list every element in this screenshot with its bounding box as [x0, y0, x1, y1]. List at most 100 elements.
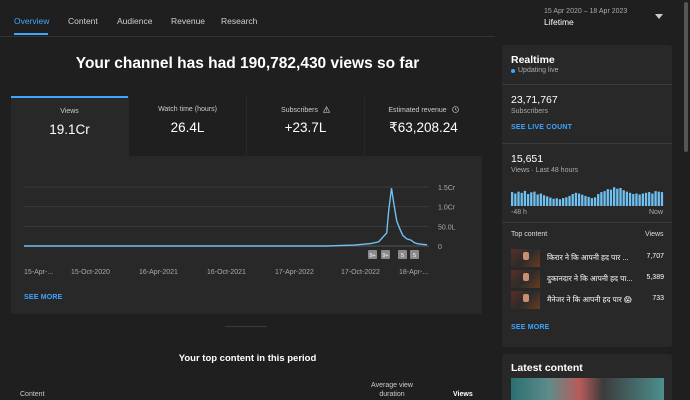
metric-tab-subscribers[interactable]: Subscribers +23.7L: [247, 96, 364, 156]
hourly-bar: [654, 191, 657, 206]
hourly-bar: [533, 191, 536, 206]
video-title[interactable]: दुकानदार ने कि आपनी हद पा...: [547, 274, 633, 283]
hourly-bar: [539, 193, 542, 206]
hourly-bar: [587, 196, 590, 206]
metric-title-text: Estimated revenue: [388, 107, 447, 114]
video-title[interactable]: मैनेजर ने कि आपनी हद पार 😱: [547, 295, 632, 304]
video-views: 7,707: [646, 253, 664, 260]
chevron-down-icon[interactable]: [655, 14, 663, 19]
hourly-bar: [523, 190, 527, 206]
hourly-bar: [581, 194, 584, 206]
event-badge: [381, 250, 390, 259]
video-views: 5,389: [646, 274, 664, 281]
metric-value: +23.7L: [284, 120, 327, 135]
tab-content[interactable]: Content: [68, 16, 98, 26]
top-content-label: Top content: [511, 231, 548, 238]
hourly-bar: [632, 194, 635, 206]
active-tab-indicator: [14, 33, 48, 35]
metric-value: 26.4L: [170, 120, 205, 135]
column-header-avg-view-duration[interactable]: Average view duration: [371, 382, 413, 398]
see-more-link[interactable]: SEE MORE: [511, 324, 550, 331]
date-range-label: Lifetime: [544, 17, 574, 27]
hourly-bar: [526, 194, 530, 206]
y-tick-label: 1.5Cr: [438, 185, 456, 192]
video-thumbnail[interactable]: [511, 270, 540, 288]
clock-icon[interactable]: [451, 106, 459, 113]
x-tick-label: 16-Apr-2021: [139, 269, 178, 276]
x-tick-label: 18-Apr-...: [399, 269, 428, 276]
realtime-views-count: 15,651: [511, 153, 544, 165]
live-dot-icon: [511, 69, 515, 73]
views-chart[interactable]: 1.5Cr 1.0Cr 50.0L 0 15-Apr-... 15-Oct-2020 16-…: [11, 156, 482, 286]
hourly-bar: [609, 189, 613, 206]
hourly-bar: [577, 193, 581, 206]
hourly-bar: [619, 188, 622, 206]
hourly-bar: [606, 189, 609, 206]
column-header-content[interactable]: Content: [20, 391, 45, 398]
x-tick-label: 16-Oct-2021: [207, 269, 246, 276]
metric-title: Watch time (hours): [158, 106, 217, 113]
hourly-bar: [536, 194, 539, 206]
x-tick-label: 17-Oct-2022: [341, 269, 380, 276]
top-bar: Overview Content Audience Revenue Resear…: [0, 0, 690, 36]
warning-icon[interactable]: [322, 105, 331, 113]
metric-tab-watch-time[interactable]: Watch time (hours) 26.4L: [129, 96, 246, 156]
hourly-bar: [549, 197, 552, 206]
y-tick-label: 0: [438, 244, 442, 251]
metric-title: Estimated revenue: [365, 106, 482, 114]
video-thumbnail[interactable]: [511, 249, 540, 267]
latest-video-thumbnail[interactable]: [511, 378, 664, 400]
hourly-bar: [520, 192, 523, 206]
video-thumbnail[interactable]: [511, 291, 540, 309]
subscriber-label: Subscribers: [511, 108, 548, 115]
axis-end-label: Now: [649, 209, 664, 216]
tab-research[interactable]: Research: [221, 16, 258, 26]
hourly-bar: [657, 191, 660, 206]
hourly-bar: [660, 192, 664, 206]
divider: [502, 143, 672, 144]
event-badge: [410, 250, 419, 259]
tab-revenue[interactable]: Revenue: [171, 16, 206, 26]
metric-title-text: Subscribers: [281, 107, 318, 114]
list-item[interactable]: मैनेजर ने कि आपनी हद पार 😱 733: [511, 291, 664, 309]
hourly-bar: [555, 198, 558, 206]
latest-content-title: Latest content: [511, 362, 583, 374]
hourly-bar: [584, 195, 587, 206]
hourly-bar: [616, 188, 619, 206]
column-header-views[interactable]: Views: [453, 391, 473, 398]
realtime-bar-chart[interactable]: [511, 181, 664, 206]
list-item[interactable]: दुकानदार ने कि आपनी हद पा... 5,389: [511, 270, 664, 288]
metric-tab-revenue[interactable]: Estimated revenue ₹63,208.24: [365, 96, 482, 156]
metric-value: 19.1Cr: [49, 122, 90, 137]
hourly-bar: [546, 196, 549, 206]
event-badge-label: 5: [401, 253, 404, 259]
top-content-title: Your top content in this period: [178, 353, 317, 364]
hourly-bar: [530, 192, 533, 206]
y-tick-label: 1.0Cr: [438, 205, 456, 212]
y-tick-label: 50.0L: [438, 224, 456, 231]
hourly-bar: [590, 198, 593, 206]
hourly-bar: [644, 192, 648, 206]
divider: [502, 222, 672, 223]
hourly-bar: [542, 195, 546, 206]
subscriber-count: 23,71,767: [511, 94, 558, 106]
metric-tab-views[interactable]: Views 19.1Cr: [11, 96, 128, 156]
see-more-link[interactable]: SEE MORE: [24, 294, 63, 301]
see-live-count-link[interactable]: SEE LIVE COUNT: [511, 124, 573, 131]
hourly-bar: [651, 193, 654, 206]
views-series-line: [24, 188, 428, 247]
tab-audience[interactable]: Audience: [117, 16, 153, 26]
hourly-bar: [574, 192, 578, 206]
hourly-bar: [641, 193, 644, 206]
scrollbar-thumb[interactable]: [684, 2, 688, 152]
hourly-bar: [565, 197, 568, 206]
video-title[interactable]: किरार ने कि आपनी हद पार ...: [547, 253, 629, 262]
event-badge: [398, 250, 407, 259]
scrollbar[interactable]: [682, 0, 690, 400]
hourly-bar: [613, 187, 616, 206]
list-item[interactable]: किरार ने कि आपनी हद पार ... 7,707: [511, 249, 664, 267]
tab-overview[interactable]: Overview: [14, 16, 50, 26]
hourly-bar: [628, 192, 632, 206]
event-badge: [368, 250, 377, 259]
hourly-bar: [625, 191, 629, 206]
